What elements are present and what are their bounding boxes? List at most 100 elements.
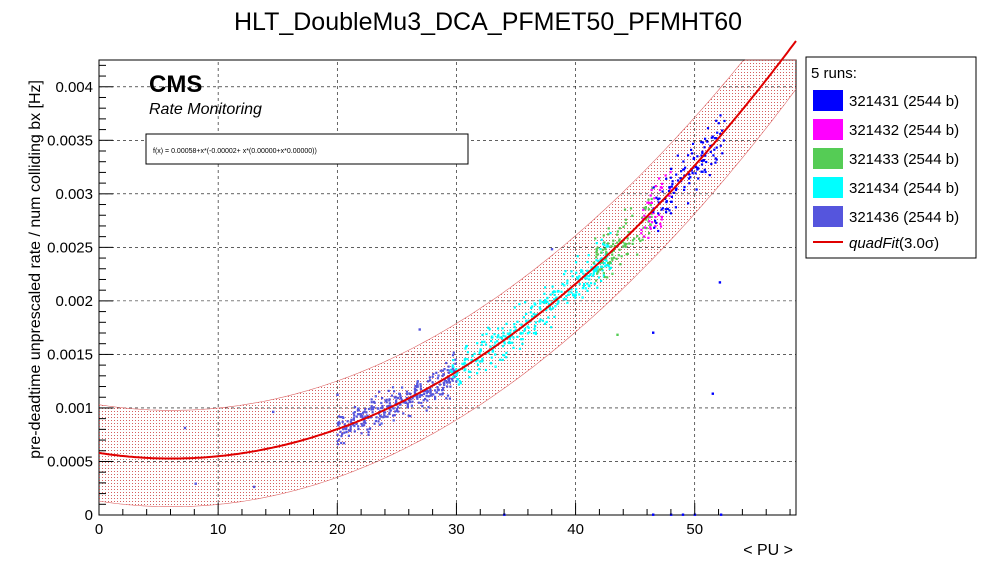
data-point xyxy=(504,335,507,338)
data-point xyxy=(484,368,487,372)
data-point xyxy=(454,358,457,361)
data-point xyxy=(552,290,556,293)
y-tick-label: 0.0035 xyxy=(47,132,93,149)
data-point xyxy=(392,407,395,410)
data-point xyxy=(549,308,552,311)
data-point xyxy=(539,308,542,311)
data-point xyxy=(687,177,691,180)
data-point xyxy=(546,300,549,303)
data-point xyxy=(445,380,448,383)
data-point xyxy=(690,148,693,151)
data-point xyxy=(594,266,597,269)
data-point xyxy=(443,379,447,382)
data-point xyxy=(438,393,442,396)
data-point xyxy=(413,391,416,394)
data-point xyxy=(372,400,376,403)
data-point xyxy=(613,256,616,259)
data-point xyxy=(437,374,440,377)
data-point xyxy=(652,186,655,189)
data-point xyxy=(565,295,568,298)
data-point xyxy=(560,290,563,293)
data-point xyxy=(562,298,565,301)
data-point xyxy=(508,337,511,340)
data-point xyxy=(611,253,614,256)
data-point xyxy=(509,329,512,332)
data-point xyxy=(534,321,537,324)
data-point xyxy=(633,237,636,240)
data-point xyxy=(712,154,715,157)
data-point xyxy=(586,260,589,264)
data-point xyxy=(488,328,491,331)
data-point xyxy=(659,186,662,189)
data-point xyxy=(573,295,576,298)
data-point xyxy=(419,387,422,390)
data-point xyxy=(361,424,364,427)
data-point xyxy=(340,435,343,438)
data-point xyxy=(353,424,356,428)
data-point xyxy=(431,381,434,384)
data-point xyxy=(661,207,664,210)
data-point xyxy=(616,241,619,244)
data-point xyxy=(363,424,366,427)
data-point xyxy=(697,177,700,180)
data-point xyxy=(400,398,403,401)
data-point xyxy=(701,150,704,153)
data-point xyxy=(719,114,722,117)
data-point xyxy=(682,160,685,163)
data-point xyxy=(407,414,410,417)
data-point xyxy=(601,248,604,251)
data-point xyxy=(616,230,619,233)
data-point xyxy=(574,293,577,296)
data-point xyxy=(426,380,430,383)
data-point xyxy=(581,270,584,273)
data-point xyxy=(597,270,600,273)
data-point xyxy=(441,374,444,378)
data-point xyxy=(595,242,598,245)
data-point xyxy=(532,312,535,316)
data-point xyxy=(353,411,356,414)
data-point xyxy=(359,415,362,418)
data-point xyxy=(382,411,386,414)
data-point xyxy=(702,159,705,162)
data-point xyxy=(659,225,663,228)
data-point xyxy=(656,198,659,201)
data-point xyxy=(650,197,653,201)
data-point xyxy=(376,407,379,410)
data-point xyxy=(272,410,275,414)
data-point xyxy=(691,172,694,175)
data-point xyxy=(622,245,625,248)
x-tick-label: 10 xyxy=(210,521,227,538)
data-point xyxy=(449,385,452,388)
data-point xyxy=(355,422,358,425)
data-point xyxy=(511,341,514,344)
data-point xyxy=(194,482,197,485)
data-point xyxy=(380,422,383,425)
data-point xyxy=(429,390,432,393)
legend-title: 5 runs: xyxy=(811,65,857,82)
data-point xyxy=(429,388,432,391)
data-point xyxy=(441,393,444,396)
data-point xyxy=(600,238,603,241)
data-point xyxy=(646,201,649,204)
data-point xyxy=(703,146,706,149)
data-point xyxy=(643,214,646,217)
data-point xyxy=(680,170,683,173)
data-point xyxy=(596,286,599,289)
data-point xyxy=(349,429,352,432)
data-point xyxy=(411,400,414,403)
data-point xyxy=(521,338,524,341)
data-point xyxy=(704,170,707,174)
data-point xyxy=(463,358,467,361)
data-point xyxy=(352,412,355,415)
data-point xyxy=(722,139,725,142)
data-point xyxy=(647,198,650,201)
data-point xyxy=(657,229,660,233)
data-point xyxy=(516,320,519,323)
data-point xyxy=(526,332,529,335)
data-point xyxy=(523,327,527,331)
data-point xyxy=(581,287,584,290)
data-point xyxy=(435,371,438,374)
data-point xyxy=(505,322,508,325)
data-point xyxy=(414,385,417,388)
data-point xyxy=(353,406,357,409)
